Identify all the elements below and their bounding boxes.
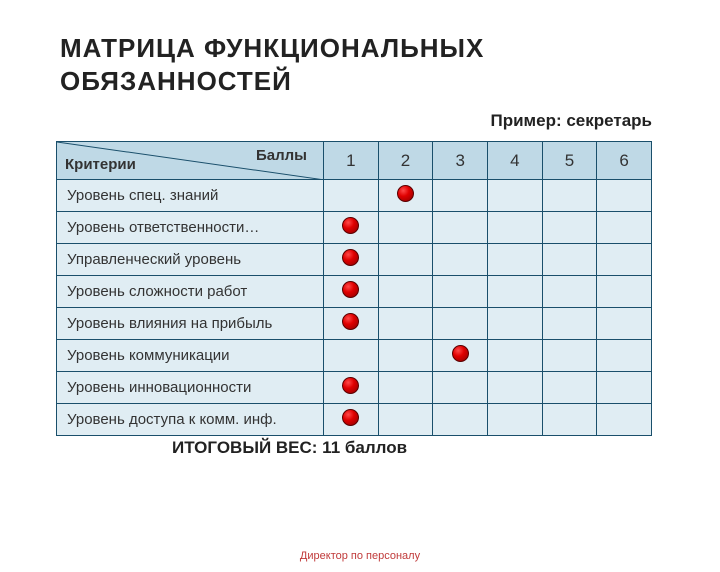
criteria-header-cell: Критерии Баллы	[57, 142, 324, 180]
score-cell	[542, 404, 597, 436]
score-cell	[378, 340, 433, 372]
score-cell	[542, 308, 597, 340]
score-cell	[488, 340, 543, 372]
table-row: Уровень доступа к комм. инф.	[57, 404, 652, 436]
score-cell	[323, 404, 378, 436]
score-dot-icon	[342, 409, 359, 426]
criteria-label: Управленческий уровень	[57, 244, 324, 276]
score-cell	[378, 276, 433, 308]
page-title: МАТРИЦА ФУНКЦИОНАЛЬНЫХ ОБЯЗАННОСТЕЙ	[60, 32, 660, 97]
score-cell	[597, 180, 652, 212]
score-dot-icon	[342, 249, 359, 266]
score-dot-icon	[342, 377, 359, 394]
criteria-label: Уровень влияния на прибыль	[57, 308, 324, 340]
score-col-1: 1	[323, 142, 378, 180]
score-dot-icon	[452, 345, 469, 362]
score-col-6: 6	[597, 142, 652, 180]
table-row: Уровень сложности работ	[57, 276, 652, 308]
score-cell	[542, 244, 597, 276]
score-col-5: 5	[542, 142, 597, 180]
score-cell	[378, 372, 433, 404]
score-cell	[488, 276, 543, 308]
score-cell	[488, 212, 543, 244]
score-dot-icon	[342, 313, 359, 330]
total-weight: ИТОГОВЫЙ ВЕС: 11 баллов	[172, 438, 720, 458]
score-dot-icon	[342, 281, 359, 298]
score-cell	[542, 372, 597, 404]
score-cell	[488, 244, 543, 276]
score-cell	[433, 308, 488, 340]
criteria-label: Уровень сложности работ	[57, 276, 324, 308]
score-cell	[597, 276, 652, 308]
score-cell	[597, 308, 652, 340]
example-label: Пример: секретарь	[0, 111, 652, 131]
score-cell	[542, 276, 597, 308]
criteria-label: Уровень коммуникации	[57, 340, 324, 372]
criteria-header-label: Критерии	[65, 156, 136, 173]
score-col-4: 4	[488, 142, 543, 180]
score-cell	[378, 180, 433, 212]
score-cell	[488, 372, 543, 404]
score-cell	[597, 244, 652, 276]
score-cell	[323, 212, 378, 244]
score-cell	[433, 212, 488, 244]
score-dot-icon	[342, 217, 359, 234]
score-cell	[323, 372, 378, 404]
score-cell	[433, 244, 488, 276]
criteria-label: Уровень инновационности	[57, 372, 324, 404]
score-cell	[488, 404, 543, 436]
table-row: Уровень инновационности	[57, 372, 652, 404]
table-row: Уровень ответственности…	[57, 212, 652, 244]
score-cell	[597, 372, 652, 404]
score-cell	[488, 308, 543, 340]
score-cell	[488, 180, 543, 212]
score-cell	[433, 340, 488, 372]
score-cell	[597, 212, 652, 244]
matrix-table-wrap: Критерии Баллы 1 2 3 4 5 6 Уровень спец.…	[56, 141, 652, 436]
score-cell	[323, 340, 378, 372]
score-cell	[433, 404, 488, 436]
score-cell	[597, 404, 652, 436]
score-cell	[542, 180, 597, 212]
score-cell	[542, 340, 597, 372]
score-cell	[323, 244, 378, 276]
score-cell	[323, 180, 378, 212]
criteria-matrix-table: Критерии Баллы 1 2 3 4 5 6 Уровень спец.…	[56, 141, 652, 436]
score-cell	[323, 276, 378, 308]
criteria-label: Уровень спец. знаний	[57, 180, 324, 212]
criteria-label: Уровень доступа к комм. инф.	[57, 404, 324, 436]
scores-header-label: Баллы	[256, 147, 307, 164]
score-cell	[378, 404, 433, 436]
score-cell	[378, 244, 433, 276]
table-row: Уровень спец. знаний	[57, 180, 652, 212]
criteria-label: Уровень ответственности…	[57, 212, 324, 244]
table-row: Уровень влияния на прибыль	[57, 308, 652, 340]
footer-role: Директор по персоналу	[0, 550, 720, 562]
score-cell	[433, 180, 488, 212]
score-cell	[542, 212, 597, 244]
table-row: Управленческий уровень	[57, 244, 652, 276]
table-row: Уровень коммуникации	[57, 340, 652, 372]
score-cell	[323, 308, 378, 340]
score-cell	[378, 308, 433, 340]
score-col-3: 3	[433, 142, 488, 180]
score-cell	[378, 212, 433, 244]
score-cell	[433, 276, 488, 308]
score-col-2: 2	[378, 142, 433, 180]
score-cell	[597, 340, 652, 372]
score-cell	[433, 372, 488, 404]
score-dot-icon	[397, 185, 414, 202]
